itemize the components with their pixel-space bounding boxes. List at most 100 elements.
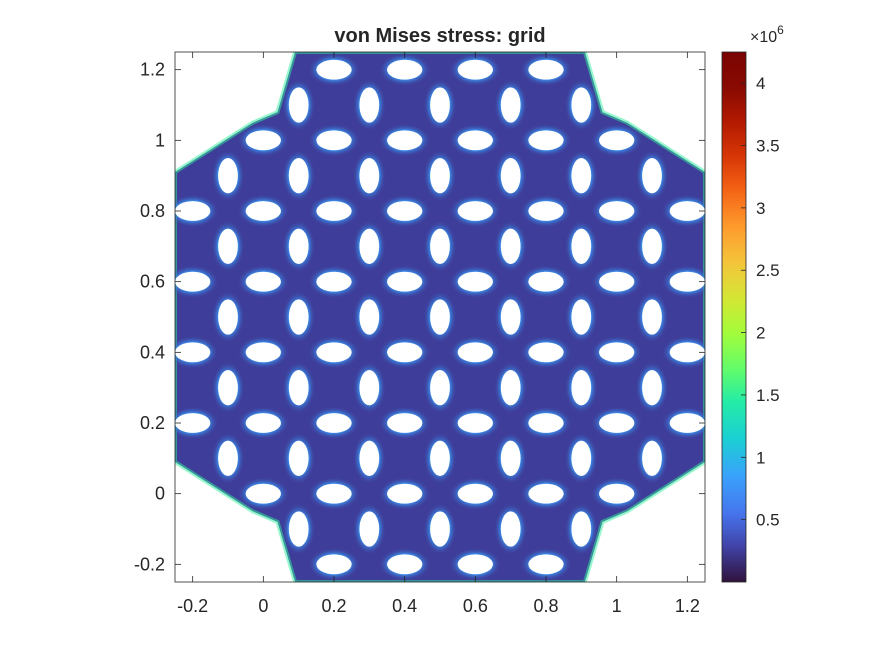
colorbar-ticks: 0.5 1 1.5 2 2.5 3 3.5 4	[741, 74, 780, 530]
hole	[316, 59, 352, 80]
hole	[218, 440, 238, 476]
hole	[387, 59, 423, 80]
hole	[387, 413, 423, 433]
axes-box	[174, 51, 706, 583]
hole	[430, 440, 450, 476]
hole	[245, 483, 281, 504]
colorbar-tick-label: 3	[756, 199, 765, 218]
colorbar-exponent-power: 6	[777, 23, 784, 37]
hole	[599, 413, 635, 433]
hole	[288, 87, 309, 123]
hole	[288, 158, 309, 194]
hole	[288, 370, 309, 406]
colorbar-tick-label: 1.5	[756, 386, 780, 405]
colorbar-tick-label: 3.5	[756, 137, 780, 156]
y-tick-label: 0	[155, 484, 165, 504]
colorbar-tick-label: 4	[756, 74, 765, 93]
hole	[430, 158, 450, 194]
hole	[599, 271, 635, 292]
hole	[571, 228, 592, 264]
hole	[500, 299, 521, 335]
hole	[288, 440, 309, 476]
hole	[457, 483, 493, 504]
hole	[528, 271, 564, 292]
hole	[571, 370, 592, 406]
hole	[500, 370, 521, 406]
hole	[175, 342, 211, 363]
hole	[387, 201, 423, 221]
x-axis: -0.2 0 0.2 0.4 0.6 0.8 1 1.2	[177, 52, 700, 616]
colorbar-tick-label: 2	[756, 324, 765, 343]
hole	[359, 299, 380, 335]
hole	[288, 299, 309, 335]
hole	[288, 511, 309, 547]
hole	[387, 554, 423, 575]
hole	[457, 342, 493, 363]
hole	[669, 342, 705, 363]
hole	[245, 201, 281, 221]
hole	[288, 228, 309, 264]
hole	[175, 413, 211, 433]
hole	[359, 370, 380, 406]
colorbar-scale	[721, 51, 747, 583]
hole	[316, 413, 352, 433]
hole	[642, 228, 662, 264]
hole	[500, 87, 521, 123]
hole	[571, 511, 592, 547]
hole	[669, 413, 705, 433]
hole	[245, 413, 281, 433]
hole	[457, 59, 493, 80]
plot-area	[175, 52, 705, 582]
colorbar-tick-label: 1	[756, 448, 765, 467]
hole	[599, 483, 635, 504]
hole	[430, 370, 450, 406]
hole	[316, 483, 352, 504]
x-tick-label: 0	[258, 596, 268, 616]
hole	[218, 299, 238, 335]
hole	[642, 299, 662, 335]
hole	[500, 158, 521, 194]
x-tick-label: 1.2	[675, 596, 700, 616]
colorbar-exponent-base: ×10	[750, 29, 777, 46]
domain-edge-stress	[175, 52, 705, 582]
hole	[218, 370, 238, 406]
hole	[528, 413, 564, 433]
x-tick-label: -0.2	[177, 596, 208, 616]
hole	[430, 299, 450, 335]
hole	[528, 59, 564, 80]
x-tick-label: 1	[612, 596, 622, 616]
y-tick-label: -0.2	[134, 554, 165, 574]
hole	[175, 271, 211, 292]
hole	[316, 554, 352, 575]
hole	[316, 342, 352, 363]
hole	[500, 228, 521, 264]
colorbar: 0.5 1 1.5 2 2.5 3 3.5 4 ×106	[721, 23, 784, 583]
hole	[359, 158, 380, 194]
hole	[218, 228, 238, 264]
hole	[430, 228, 450, 264]
hole	[599, 130, 635, 151]
hole	[457, 201, 493, 221]
hole	[528, 483, 564, 504]
hole	[359, 87, 380, 123]
hole	[528, 130, 564, 151]
y-tick-label: 1	[155, 130, 165, 150]
hole	[245, 342, 281, 363]
hole	[387, 271, 423, 292]
colorbar-tick-label: 0.5	[756, 511, 780, 530]
hole	[571, 299, 592, 335]
hole	[457, 130, 493, 151]
hole	[642, 370, 662, 406]
hole	[642, 440, 662, 476]
hole	[599, 201, 635, 221]
hole	[571, 87, 592, 123]
hole	[599, 342, 635, 363]
colorbar-tick-label: 2.5	[756, 261, 780, 280]
colorbar-exponent: ×106	[750, 23, 784, 46]
hole	[175, 201, 211, 221]
hole	[359, 511, 380, 547]
hole	[245, 271, 281, 292]
hole	[457, 554, 493, 575]
x-tick-label: 0.8	[533, 596, 558, 616]
